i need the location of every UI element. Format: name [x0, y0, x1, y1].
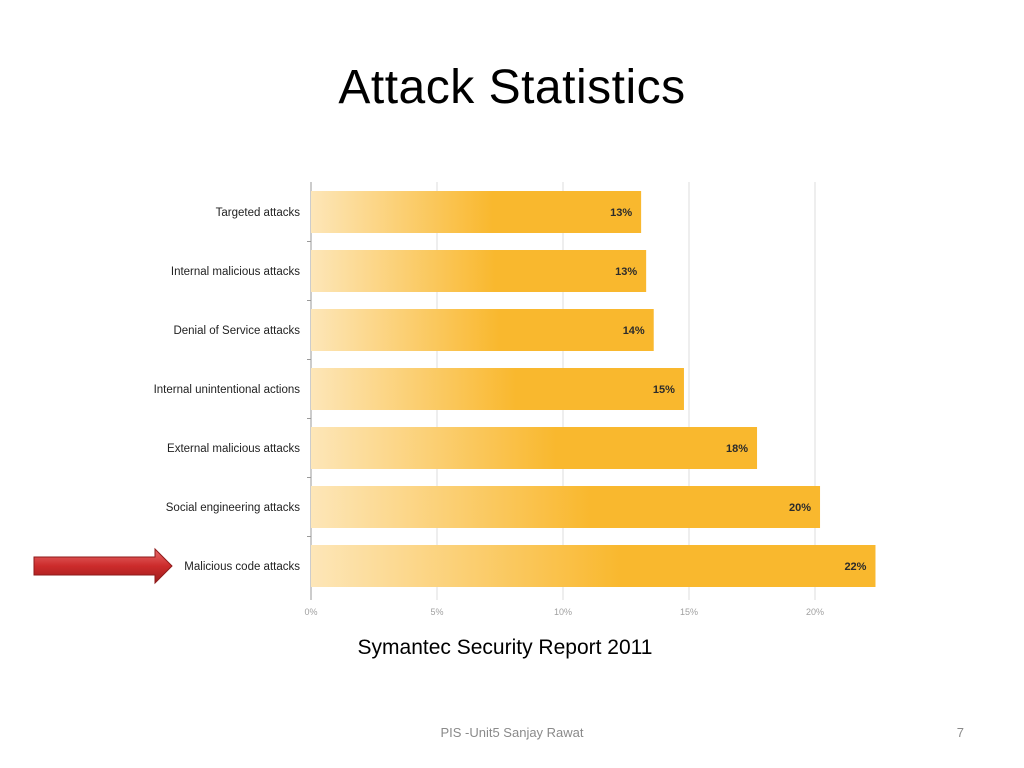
category-label: Denial of Service attacks [173, 325, 300, 337]
bar [311, 309, 654, 351]
bar-chart: 13% Targeted attacks 13% Internal malicious… [33, 182, 876, 617]
page-number: 7 [956, 725, 964, 740]
data-label: 20% [789, 502, 811, 514]
data-label: 18% [726, 443, 748, 455]
bar [311, 545, 876, 587]
slide-title: Attack Statistics [338, 61, 686, 114]
data-label: 13% [610, 207, 632, 219]
category-label: Internal unintentional actions [154, 384, 301, 396]
x-tick-label: 10% [554, 607, 572, 617]
chart-caption: Symantec Security Report 2011 [357, 636, 653, 659]
x-tick-label: 5% [430, 607, 443, 617]
x-tick-label: 0% [304, 607, 317, 617]
footer-text: PIS -Unit5 Sanjay Rawat [440, 725, 584, 740]
data-label: 14% [623, 325, 645, 337]
bar [311, 368, 684, 410]
category-label: Malicious code attacks [184, 561, 300, 573]
data-label: 22% [844, 561, 866, 573]
category-label: External malicious attacks [167, 443, 300, 455]
category-label: Targeted attacks [216, 207, 301, 219]
data-label: 13% [615, 266, 637, 278]
x-tick-label: 15% [680, 607, 698, 617]
bar [311, 250, 647, 292]
x-tick-label: 20% [806, 607, 824, 617]
bar [311, 427, 758, 469]
data-label: 15% [653, 384, 675, 396]
category-label: Internal malicious attacks [171, 266, 300, 278]
bar [311, 486, 821, 528]
bar [311, 191, 642, 233]
category-label: Social engineering attacks [166, 502, 300, 514]
right-arrow-icon [33, 547, 173, 585]
